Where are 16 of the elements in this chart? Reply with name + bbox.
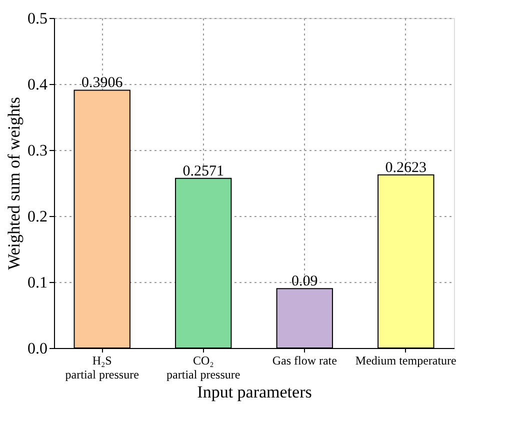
y-tick-label: 0.3 — [28, 142, 48, 160]
x-tick-label: H₂S partial pressure — [65, 354, 139, 382]
x-tick-label: Medium temperature — [355, 354, 456, 368]
x-tick-label: CO₂ partial pressure — [166, 354, 240, 382]
y-tick-label: 0.0 — [28, 340, 48, 358]
data-label: 0.09 — [292, 274, 318, 290]
y-tick-label: 0.2 — [28, 208, 48, 226]
data-label: 0.3906 — [81, 75, 124, 92]
y-tick-label: 0.1 — [28, 274, 48, 292]
data-label: 0.2623 — [385, 160, 427, 176]
x-tick-label: Gas flow rate — [272, 354, 337, 368]
x-axis-title: Input parameters — [197, 382, 312, 402]
data-label: 0.2571 — [182, 163, 224, 180]
y-tick-label: 0.4 — [28, 76, 48, 94]
y-axis-title: Weighted sum of weights — [4, 97, 24, 270]
y-tick-label: 0.5 — [28, 10, 48, 28]
